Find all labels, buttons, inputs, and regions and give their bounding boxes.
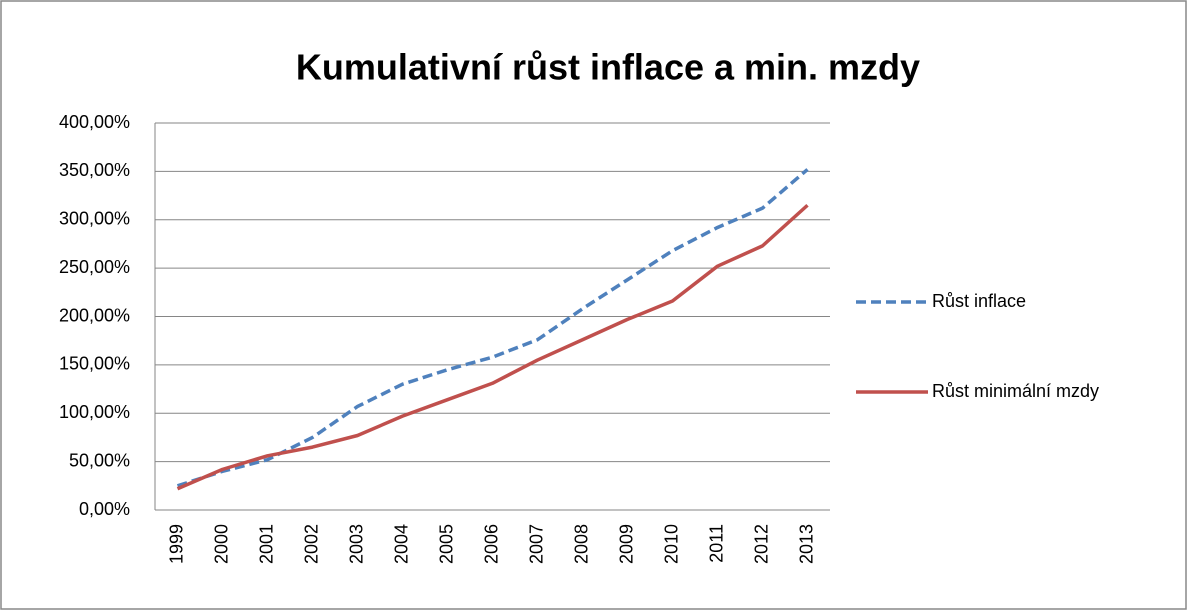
x-tick-label: 2005 (436, 524, 456, 564)
x-tick-label: 2011 (706, 524, 726, 563)
y-tick-label: 100,00% (59, 402, 130, 422)
chart-title: Kumulativní růst inflace a min. mzdy (296, 47, 920, 88)
x-tick-label: 2004 (391, 524, 411, 564)
x-tick-label: 2007 (526, 524, 546, 564)
legend-label: Růst minimální mzdy (932, 381, 1099, 401)
y-tick-label: 0,00% (79, 499, 130, 519)
x-tick-label: 2009 (616, 524, 636, 564)
y-tick-label: 50,00% (69, 450, 130, 470)
x-tick-label: 2006 (481, 524, 501, 564)
x-tick-label: 2001 (256, 524, 276, 564)
line-series (176, 203, 809, 491)
x-tick-label: 2003 (346, 524, 366, 564)
y-tick-label: 250,00% (59, 257, 130, 277)
legend-label: Růst inflace (932, 291, 1026, 311)
x-tick-label: 2002 (301, 524, 321, 564)
y-tick-label: 200,00% (59, 305, 130, 325)
y-tick-label: 350,00% (59, 160, 130, 180)
y-tick-label: 150,00% (59, 354, 130, 374)
x-tick-label: 2012 (751, 524, 771, 564)
y-tick-label: 400,00% (59, 112, 130, 132)
x-tick-label: 2013 (796, 524, 816, 564)
x-tick-label: 2008 (571, 524, 591, 564)
x-tick-label: 2010 (661, 524, 681, 564)
x-tick-label: 2000 (211, 524, 231, 564)
y-tick-label: 300,00% (59, 209, 130, 229)
x-tick-label: 1999 (166, 524, 186, 564)
